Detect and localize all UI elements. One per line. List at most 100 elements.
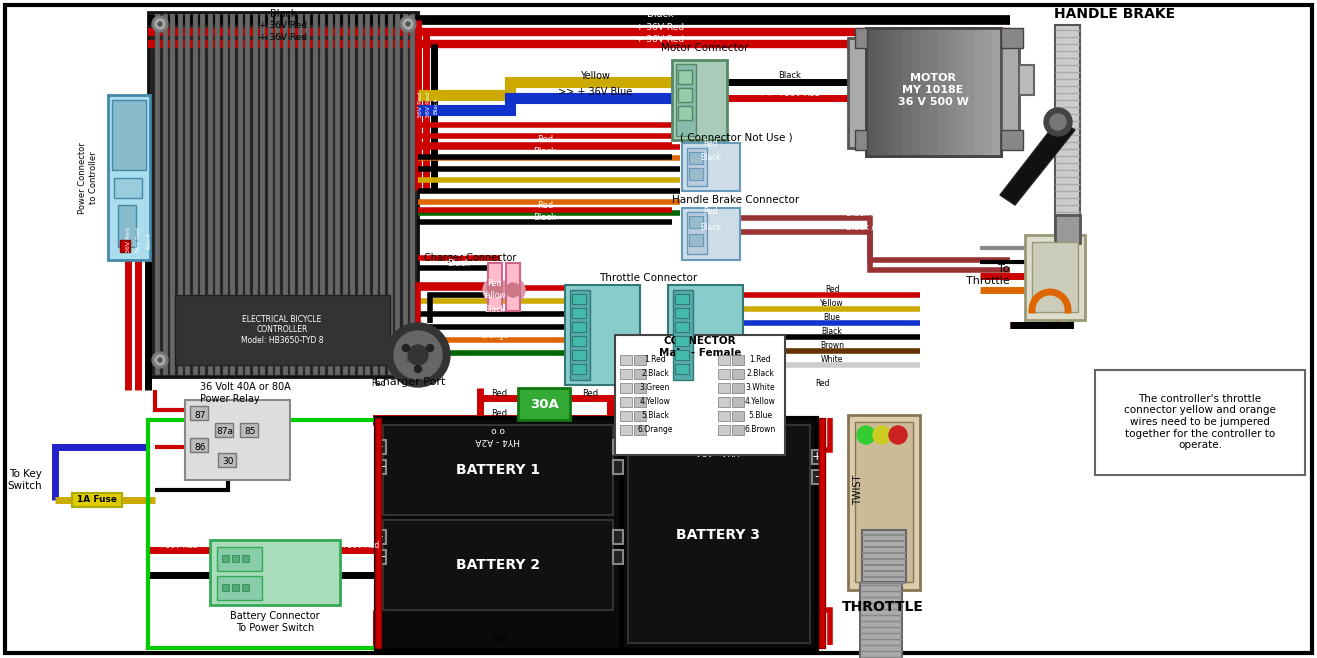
Text: Red: Red <box>537 136 553 145</box>
Bar <box>612 550 623 564</box>
Circle shape <box>889 426 907 444</box>
Text: Red: Red <box>487 278 502 288</box>
Text: Green: Green <box>483 343 507 353</box>
Text: +36V Red: +36V Red <box>341 540 379 549</box>
Bar <box>395 14 400 375</box>
Text: Power Connector
to Controller: Power Connector to Controller <box>78 142 97 214</box>
Text: Red: Red <box>824 286 839 295</box>
Circle shape <box>406 358 410 362</box>
Bar <box>162 14 167 375</box>
Text: HY4 - A2A
o o: HY4 - A2A o o <box>475 425 520 445</box>
Text: 36V Red: 36V Red <box>417 92 423 118</box>
Text: -: - <box>379 440 383 453</box>
Bar <box>633 411 647 421</box>
Bar <box>620 425 632 435</box>
Bar <box>620 369 632 379</box>
Text: Motor Connector: Motor Connector <box>661 43 748 53</box>
Circle shape <box>483 278 507 302</box>
Bar <box>633 369 647 379</box>
Circle shape <box>158 358 162 362</box>
Text: >> +36V Red: >> +36V Red <box>761 88 819 97</box>
Text: +: + <box>375 461 386 474</box>
Bar <box>403 14 407 375</box>
Text: Red: Red <box>582 388 598 397</box>
Bar <box>676 350 689 360</box>
Text: Throttle Connector: Throttle Connector <box>599 273 697 283</box>
Text: 1.Red: 1.Red <box>644 355 666 365</box>
Bar <box>245 14 250 375</box>
Text: + 36V Red: + 36V Red <box>259 22 307 30</box>
Bar <box>112 100 146 170</box>
Bar <box>1094 370 1305 475</box>
Bar <box>365 14 370 375</box>
Text: Blue: Blue <box>823 313 840 322</box>
Bar <box>676 294 689 304</box>
Bar <box>572 322 586 332</box>
Bar <box>223 584 229 591</box>
Bar <box>175 295 390 365</box>
Text: MOTOR
MY 1018E
36 V 500 W: MOTOR MY 1018E 36 V 500 W <box>898 74 968 107</box>
Bar <box>267 14 273 375</box>
Bar <box>718 355 730 365</box>
Bar <box>506 263 520 311</box>
Circle shape <box>873 426 892 444</box>
Bar <box>306 14 309 375</box>
Circle shape <box>403 355 414 365</box>
Bar <box>572 336 586 346</box>
Bar <box>732 425 744 435</box>
Circle shape <box>403 19 414 29</box>
Text: Black: Black <box>778 72 802 80</box>
Bar <box>242 584 249 591</box>
Bar <box>1055 25 1080 235</box>
Bar <box>689 234 703 246</box>
Bar <box>1001 130 1023 150</box>
Text: 86: 86 <box>194 442 205 451</box>
Text: Black: Black <box>485 305 506 313</box>
Bar <box>72 493 122 507</box>
Bar <box>572 294 586 304</box>
Bar <box>732 411 744 421</box>
Bar <box>240 423 258 437</box>
Text: 5.Blue: 5.Blue <box>748 411 772 420</box>
Bar <box>312 14 317 375</box>
Circle shape <box>151 16 169 32</box>
Bar <box>190 406 208 420</box>
Bar <box>375 440 386 454</box>
Bar <box>209 540 340 605</box>
Bar <box>921 28 928 156</box>
Text: +36V: +36V <box>157 393 179 403</box>
Bar <box>383 520 612 610</box>
Text: -: - <box>379 530 383 544</box>
Circle shape <box>857 426 874 444</box>
Bar <box>633 397 647 407</box>
Bar <box>383 425 612 515</box>
Bar <box>860 580 902 658</box>
Bar <box>489 263 502 311</box>
Bar <box>190 438 208 452</box>
Bar <box>813 470 822 484</box>
Bar <box>633 355 647 365</box>
Bar <box>357 14 362 375</box>
Bar <box>342 14 348 375</box>
Bar <box>148 420 539 648</box>
Bar <box>1001 38 1019 148</box>
Bar <box>215 14 220 375</box>
Text: 87: 87 <box>194 411 205 420</box>
Bar <box>718 383 730 393</box>
Bar <box>375 418 622 650</box>
Text: + 36V Red: + 36V Red <box>636 36 684 45</box>
Bar <box>148 12 417 377</box>
Text: Black: Black <box>647 9 673 19</box>
Circle shape <box>151 352 169 368</box>
Bar <box>678 106 691 120</box>
Bar <box>320 14 325 375</box>
Bar <box>219 453 236 467</box>
Bar <box>1033 242 1079 312</box>
Bar <box>232 555 238 562</box>
Text: 87a: 87a <box>216 428 233 436</box>
Text: Charger Connector: Charger Connector <box>424 253 516 263</box>
Bar <box>215 423 233 437</box>
Text: Yellow: Yellow <box>579 71 610 81</box>
Text: Charger Port: Charger Port <box>375 377 445 387</box>
Bar <box>867 28 1001 156</box>
